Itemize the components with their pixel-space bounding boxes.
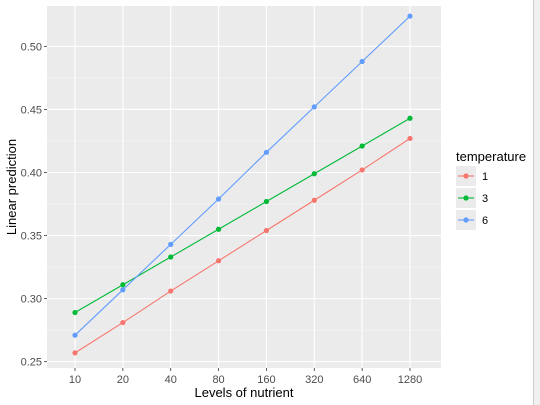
legend-label: 6 — [482, 215, 488, 227]
x-tick-label: 10 — [69, 374, 81, 386]
x-axis: 10 20 40 80 160 320 640 1280 — [69, 368, 422, 386]
data-point — [168, 254, 174, 260]
data-point — [120, 282, 126, 288]
data-point — [359, 58, 365, 65]
data-point — [120, 319, 126, 326]
data-point — [359, 167, 365, 173]
series-6 — [72, 13, 413, 338]
x-tick-label: 1280 — [398, 374, 422, 386]
legend-item: 1 — [456, 166, 488, 186]
data-series — [72, 13, 413, 356]
x-tick-label: 80 — [212, 374, 224, 386]
legend-key-point — [463, 195, 469, 201]
x-axis-title: Levels of nutrient — [194, 385, 293, 400]
series-line — [74, 15, 411, 336]
series-line — [74, 137, 411, 354]
x-tick-label: 40 — [165, 374, 177, 386]
x-tick-label: 320 — [305, 374, 323, 386]
data-point — [263, 198, 270, 205]
y-axis: 0.25 0.30 0.35 0.40 0.45 0.50 — [21, 41, 47, 369]
y-tick-label: 0.50 — [21, 41, 42, 53]
legend-key-point — [463, 217, 469, 223]
series-line — [74, 117, 411, 313]
legend-item: 3 — [456, 188, 488, 208]
legend-title: temperature — [456, 149, 526, 164]
x-tick-label: 160 — [257, 374, 275, 386]
window-scrollbar-edge — [533, 0, 540, 405]
series-3 — [72, 115, 413, 316]
x-tick-label: 640 — [353, 374, 371, 386]
data-point — [407, 115, 413, 121]
plot-panel — [47, 6, 441, 368]
data-point — [215, 258, 222, 264]
data-point — [120, 287, 126, 293]
legend: temperature 1 3 6 — [456, 149, 526, 230]
legend-items: 1 3 6 — [456, 166, 488, 230]
data-point — [311, 104, 317, 110]
data-point — [407, 135, 413, 142]
data-point — [72, 350, 78, 356]
y-tick-label: 0.45 — [21, 104, 42, 116]
legend-key-point — [463, 173, 469, 179]
y-tick-label: 0.40 — [21, 167, 42, 179]
grid-lines — [47, 6, 441, 368]
data-point — [407, 13, 413, 19]
legend-label: 1 — [482, 171, 488, 183]
y-axis-title: Linear prediction — [4, 139, 19, 235]
data-point — [168, 288, 174, 294]
data-point — [263, 149, 270, 155]
y-tick-label: 0.30 — [21, 294, 42, 306]
data-point — [72, 309, 78, 316]
data-point — [311, 197, 317, 203]
data-point — [359, 143, 365, 149]
series-1 — [72, 135, 413, 356]
legend-item: 6 — [456, 210, 488, 230]
y-tick-label: 0.35 — [21, 231, 42, 243]
data-point — [215, 196, 222, 202]
x-tick-label: 20 — [117, 374, 129, 386]
data-point — [72, 332, 78, 338]
data-point — [168, 241, 174, 247]
data-point — [311, 171, 317, 177]
data-point — [263, 227, 270, 234]
legend-label: 3 — [482, 193, 488, 205]
y-tick-label: 0.25 — [21, 357, 42, 369]
data-point — [215, 226, 222, 232]
